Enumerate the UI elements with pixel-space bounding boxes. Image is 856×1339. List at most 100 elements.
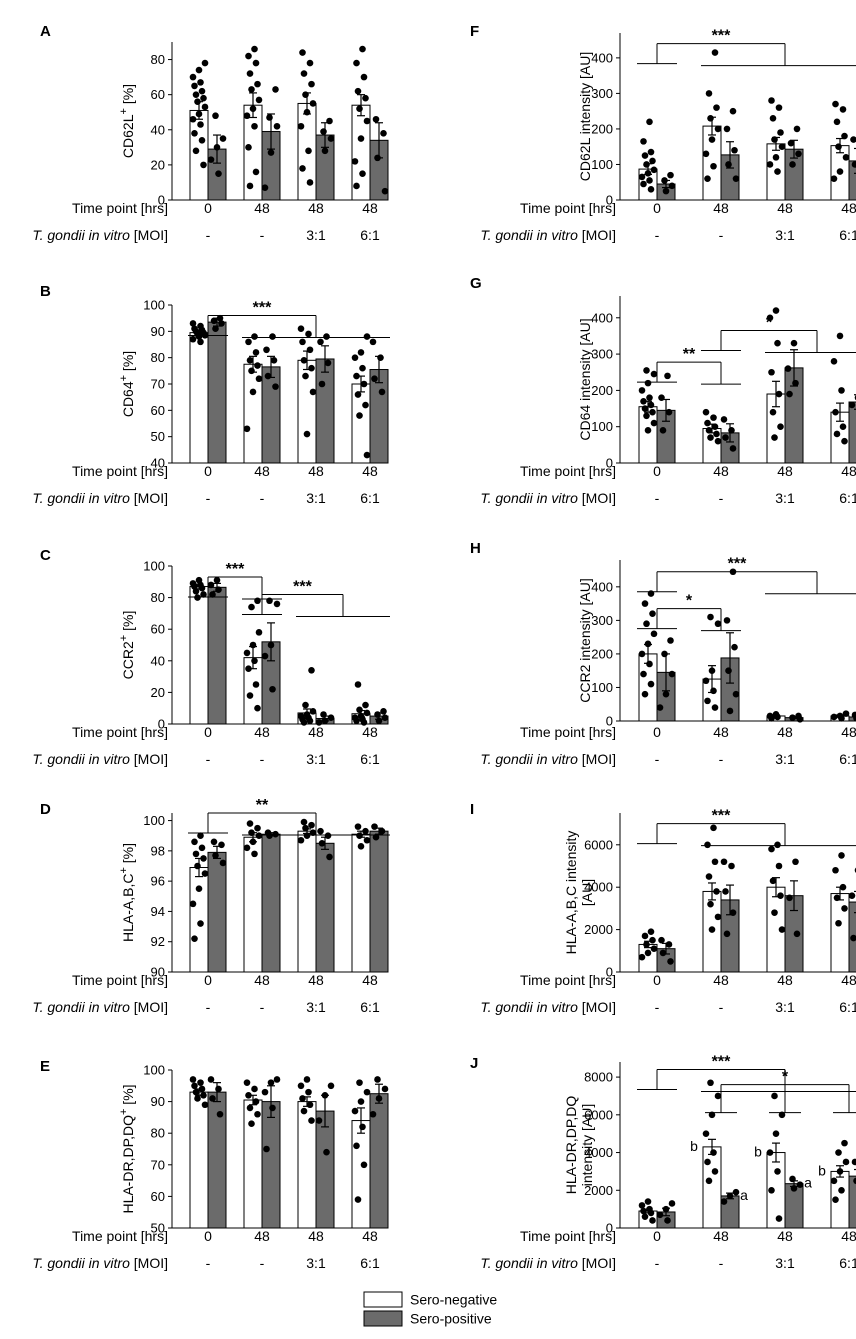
data-point (308, 666, 315, 674)
data-point (832, 408, 839, 416)
data-point (353, 1142, 360, 1150)
y-tick-label: 2000 (584, 1183, 613, 1198)
data-point (300, 1107, 308, 1115)
moi-value: - (260, 490, 265, 506)
data-point (768, 845, 775, 853)
time-value: 48 (308, 972, 324, 988)
data-point (707, 900, 714, 908)
data-point (704, 697, 711, 705)
data-point (245, 144, 252, 151)
data-point (272, 383, 279, 390)
time-value: 48 (254, 724, 270, 740)
moi-label-italic: T. gondii in vitro (32, 490, 130, 506)
data-point (641, 405, 649, 412)
data-point (378, 827, 386, 835)
y-tick-label: 40 (151, 653, 165, 668)
data-point (710, 414, 717, 421)
data-point (768, 368, 775, 376)
data-point (726, 1192, 734, 1200)
y-tick-label: 100 (143, 298, 165, 313)
y-axis-label-suffix: [%] (120, 611, 136, 635)
y-tick-label: 70 (151, 377, 165, 392)
data-point (705, 1177, 713, 1185)
significance-label: *** (253, 300, 272, 317)
data-point (243, 112, 251, 120)
time-value: 48 (777, 463, 793, 479)
legend: Sero-negative Sero-positive (363, 1291, 497, 1327)
moi-value: - (260, 1255, 265, 1271)
panel-letter: C (40, 547, 51, 564)
data-point (263, 1145, 270, 1153)
moi-label: T. gondii in vitro [MOI] (32, 999, 168, 1015)
y-tick-label: 50 (151, 1221, 165, 1236)
data-point (192, 147, 200, 155)
data-point (372, 833, 380, 841)
y-axis-label: HLA-A,B,C+ [%] (118, 843, 136, 942)
moi-value: - (719, 751, 724, 767)
data-point (245, 665, 252, 672)
time-value: 48 (713, 724, 729, 740)
data-point (830, 175, 838, 182)
data-point (668, 670, 676, 678)
significance-label: *** (226, 561, 245, 578)
data-point (353, 372, 360, 380)
data-point (327, 1082, 335, 1090)
data-point (708, 136, 716, 143)
y-tick-label: 400 (591, 310, 613, 325)
data-point (273, 122, 281, 130)
data-point (638, 173, 646, 181)
data-point (830, 1177, 838, 1185)
data-point (189, 73, 197, 81)
time-value: 48 (362, 1228, 378, 1244)
data-point (644, 1198, 652, 1205)
data-point (784, 365, 792, 372)
data-point (318, 380, 326, 388)
data-point (255, 96, 263, 104)
data-point (647, 590, 655, 597)
y-axis-label: CD64+ [%] (118, 351, 136, 417)
data-point (708, 667, 716, 674)
data-point (243, 425, 251, 433)
data-point (267, 1079, 275, 1086)
y-axis-label: CCR2 intensity [AU] (577, 578, 593, 702)
data-point (661, 650, 668, 658)
data-point (659, 427, 667, 434)
data-point (723, 617, 731, 624)
moi-label-unit: [MOI] (130, 751, 168, 767)
data-point (369, 338, 377, 346)
time-value: 48 (308, 724, 324, 740)
bar-sero-negative (189, 1091, 209, 1229)
data-point (201, 59, 209, 67)
data-point (771, 909, 778, 916)
data-point (772, 154, 780, 161)
data-point (303, 430, 311, 438)
time-value: 48 (362, 200, 378, 216)
data-point (254, 362, 261, 369)
y-tick-label: 0 (158, 717, 165, 732)
y-tick-label: 40 (151, 122, 165, 137)
data-point (306, 179, 314, 186)
moi-value: - (260, 751, 265, 767)
y-axis-label-main: CD62L intensity [AU] (577, 52, 593, 181)
moi-value: - (719, 227, 724, 243)
y-axis-label: CCR2+ [%] (118, 611, 136, 680)
y-tick-label: 60 (151, 622, 165, 637)
data-point (774, 168, 781, 175)
data-point (766, 314, 774, 322)
time-value: 48 (777, 1228, 793, 1244)
data-point (789, 161, 796, 168)
data-point (323, 1148, 330, 1156)
time-value: 48 (362, 724, 378, 740)
data-point (640, 397, 647, 405)
data-point (836, 332, 844, 340)
data-point (303, 1076, 311, 1083)
y-tick-label: 20 (151, 157, 165, 172)
data-point (374, 1076, 381, 1083)
significance-label: *** (293, 578, 312, 595)
data-point (792, 379, 799, 387)
data-point (771, 1092, 778, 1100)
panel-letter: A (40, 23, 51, 40)
moi-value: 3:1 (306, 1255, 326, 1271)
y-axis-label-sup: + (118, 375, 130, 381)
